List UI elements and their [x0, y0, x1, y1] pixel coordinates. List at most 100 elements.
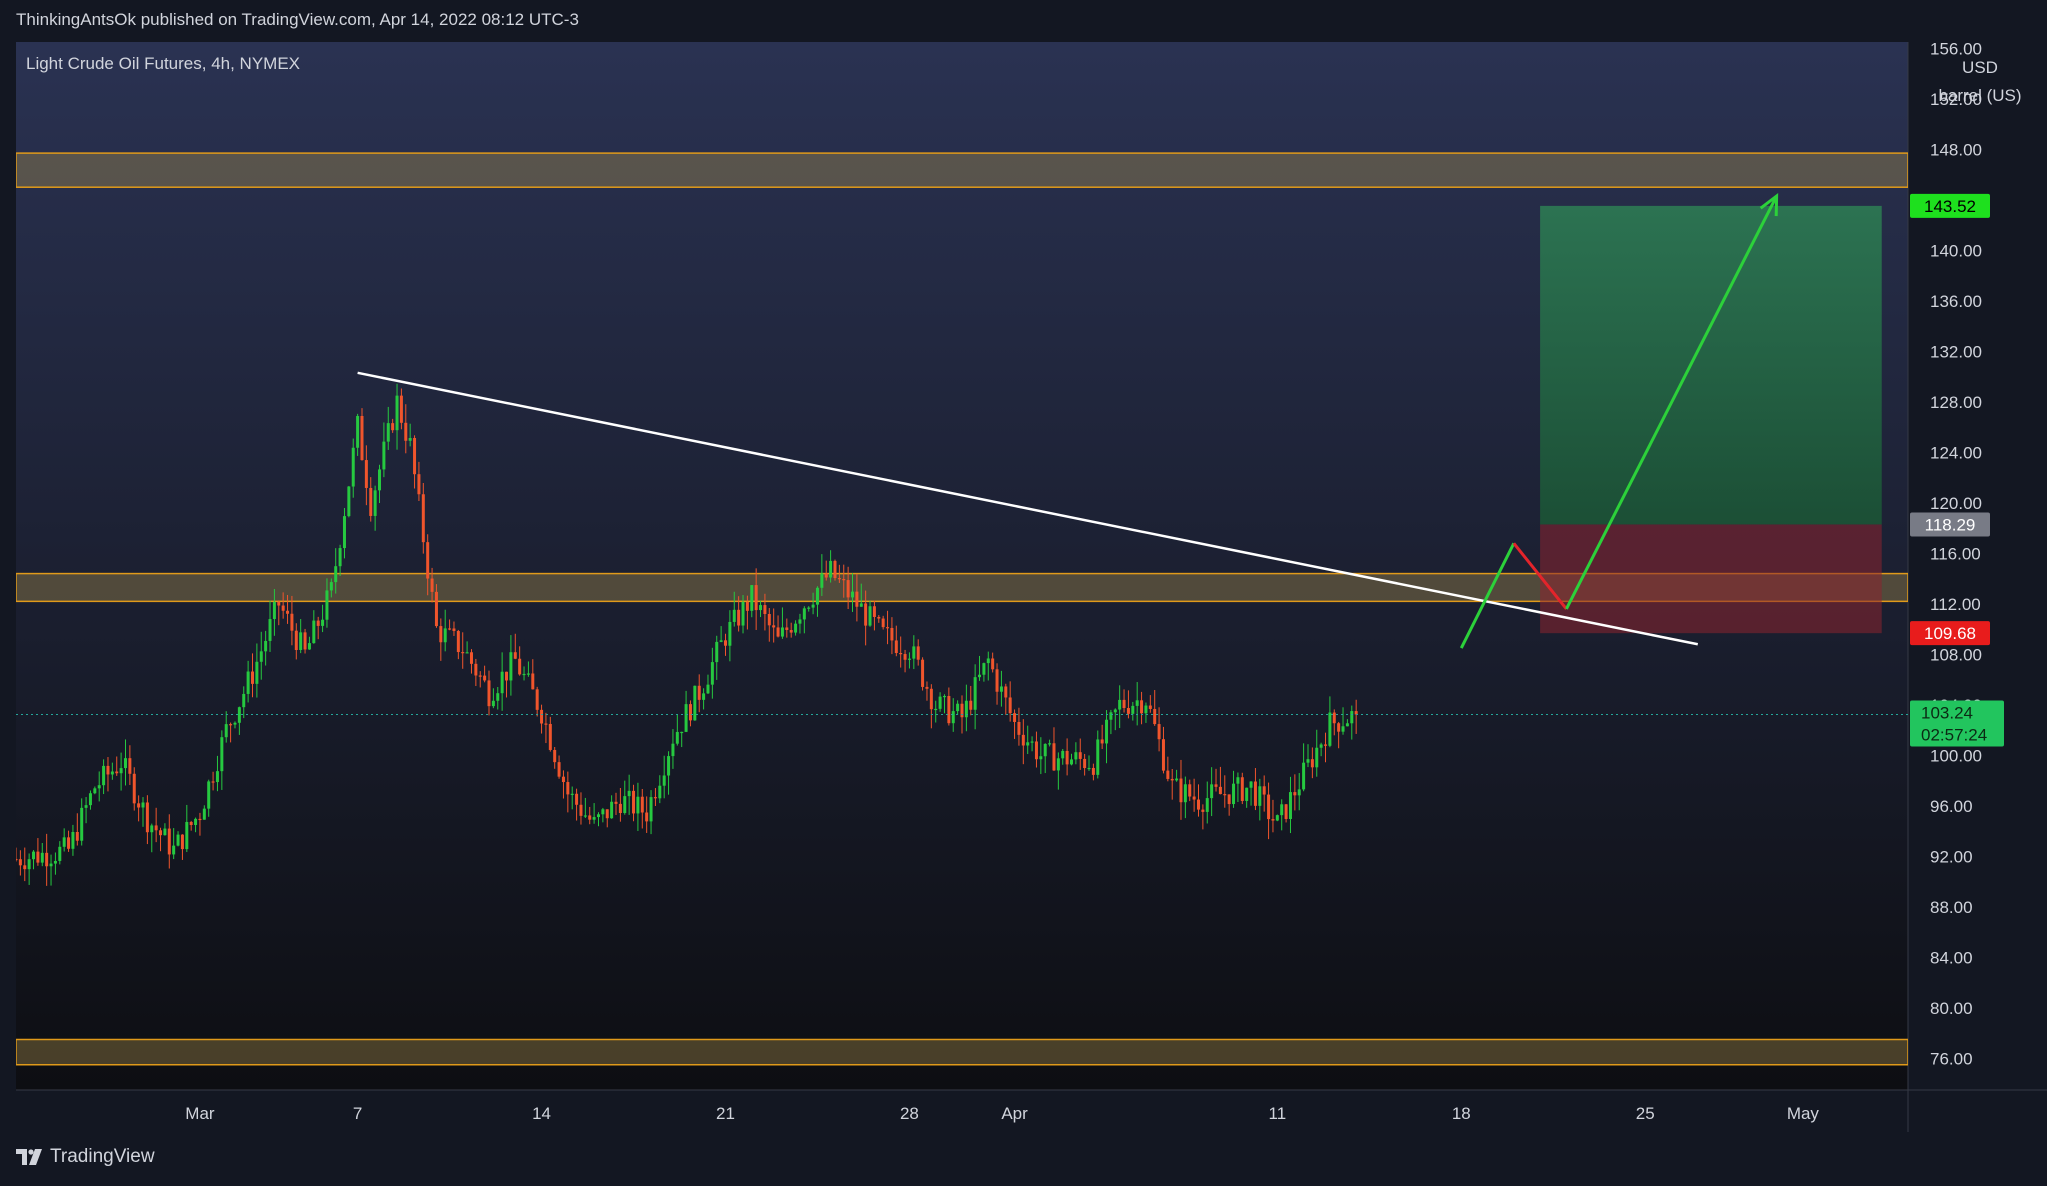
price-tick-label: 80.00	[1930, 999, 1973, 1018]
candle-body	[960, 703, 964, 718]
candle-up	[1319, 742, 1323, 757]
candle-up	[80, 798, 84, 846]
candle-body	[251, 671, 254, 684]
candle-body	[535, 689, 539, 710]
candle-body	[1271, 819, 1275, 821]
candle-body	[614, 801, 618, 804]
candle-body	[1324, 744, 1328, 746]
candle-body	[1337, 723, 1341, 732]
candle-up	[1074, 742, 1078, 765]
candle-up	[1105, 710, 1109, 764]
candle-up	[667, 751, 671, 795]
target-price-label-text: 143.52	[1924, 197, 1976, 216]
candle-down	[763, 593, 767, 631]
candle-up	[759, 600, 763, 618]
candle-body	[540, 709, 544, 724]
candle-down	[557, 755, 561, 779]
candle-body	[632, 790, 636, 814]
candle-body	[237, 707, 241, 723]
candle-down	[1337, 721, 1341, 749]
candle-body	[548, 723, 552, 750]
candle-up	[185, 804, 189, 853]
last-price-text: 103.24	[1921, 703, 1973, 722]
candle-up	[242, 686, 246, 719]
candle-up	[342, 507, 346, 559]
price-tick-label: 140.00	[1930, 241, 1982, 260]
candle-body	[518, 658, 522, 675]
candle-up	[1135, 682, 1139, 726]
candle-down	[229, 722, 233, 743]
candle-down	[1284, 803, 1288, 823]
candle-up	[373, 485, 377, 531]
candle-body	[1026, 742, 1030, 746]
candle-body	[820, 573, 824, 588]
candle-up	[956, 700, 960, 715]
candle-body	[496, 693, 500, 701]
price-tick-label: 124.00	[1930, 443, 1982, 462]
candle-up	[912, 635, 916, 670]
candle-body	[1061, 750, 1065, 759]
candle-up	[802, 606, 806, 634]
candle-body	[811, 604, 815, 608]
candle-body	[220, 737, 224, 772]
candle-body	[321, 619, 325, 626]
candle-down	[145, 795, 149, 845]
candle-down	[886, 610, 890, 645]
candle-down	[789, 622, 793, 638]
candle-body	[684, 704, 688, 732]
candle-up	[264, 630, 268, 666]
target-price-label-bg	[1910, 193, 1990, 218]
candle-body	[202, 808, 206, 820]
candle-down	[469, 649, 473, 674]
candle-body	[802, 608, 806, 620]
candle-body	[750, 585, 754, 611]
support-resistance-zone	[16, 1038, 1908, 1066]
candle-up	[268, 600, 272, 652]
candle-up	[84, 797, 88, 824]
candle-down	[947, 687, 951, 726]
candle-down	[426, 534, 430, 596]
candle-body	[1052, 743, 1056, 771]
candle-body	[588, 815, 592, 820]
candle-body	[969, 700, 973, 710]
candle-body	[132, 773, 136, 804]
candle-body	[890, 627, 894, 641]
candle-up	[938, 692, 942, 712]
candle-body	[1223, 794, 1227, 796]
candle-body	[785, 627, 789, 630]
candle-down	[864, 590, 868, 646]
candle-body	[119, 768, 123, 774]
candle-up	[715, 635, 719, 680]
candle-body	[837, 578, 841, 580]
candle-body	[1350, 711, 1354, 724]
candle-body	[776, 627, 780, 637]
candle-down	[618, 788, 622, 822]
price-tick-label: 108.00	[1930, 645, 1982, 664]
candle-down	[1271, 799, 1275, 833]
tradingview-brand[interactable]: TradingView	[16, 1146, 155, 1168]
candle-up	[233, 721, 237, 729]
candle-up	[172, 828, 176, 860]
candle-body	[491, 700, 495, 707]
candle-up	[741, 595, 745, 634]
candle-down	[640, 788, 644, 829]
candle-up	[386, 406, 390, 450]
candle-body	[167, 828, 171, 855]
candle-body	[1148, 705, 1152, 709]
candle-body	[408, 437, 412, 441]
candle-body	[894, 640, 898, 654]
candle-body	[141, 802, 145, 808]
candle-down	[1192, 778, 1196, 812]
candle-down	[645, 796, 649, 833]
candle-body	[338, 548, 342, 567]
candle-body	[575, 793, 579, 805]
candle-up	[1205, 781, 1209, 824]
candle-up	[215, 755, 219, 792]
plot-area	[16, 152, 1908, 1066]
candle-up	[1118, 685, 1122, 729]
candle-down	[16, 847, 18, 862]
candle-up	[1302, 743, 1306, 792]
price-tick-label: 156.00	[1930, 39, 1982, 58]
candle-body	[995, 669, 999, 692]
